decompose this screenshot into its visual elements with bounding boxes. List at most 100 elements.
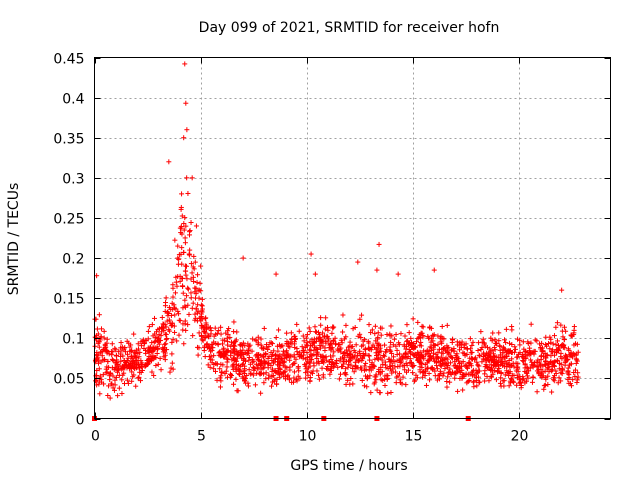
data-point bbox=[518, 382, 524, 388]
data-point bbox=[407, 349, 413, 355]
data-point bbox=[283, 349, 289, 355]
data-point bbox=[125, 355, 131, 361]
data-point bbox=[428, 325, 434, 331]
data-point-peak bbox=[184, 127, 190, 133]
data-point bbox=[440, 357, 446, 363]
data-point bbox=[479, 345, 485, 351]
data-point bbox=[359, 343, 365, 349]
data-point bbox=[107, 395, 113, 401]
data-point bbox=[568, 351, 574, 357]
data-point bbox=[332, 360, 338, 366]
data-point bbox=[172, 237, 178, 243]
data-point bbox=[329, 330, 335, 336]
data-point bbox=[361, 383, 367, 389]
data-point bbox=[489, 338, 495, 344]
data-point bbox=[205, 344, 211, 350]
data-point bbox=[207, 325, 213, 331]
data-point bbox=[375, 356, 381, 362]
data-point bbox=[532, 337, 538, 343]
data-point bbox=[265, 347, 271, 353]
data-point bbox=[246, 354, 252, 360]
data-point bbox=[483, 352, 489, 358]
data-point bbox=[476, 363, 482, 369]
data-point bbox=[469, 349, 475, 355]
data-point bbox=[376, 366, 382, 372]
data-point bbox=[310, 340, 316, 346]
data-point bbox=[462, 353, 468, 359]
data-point bbox=[543, 334, 549, 340]
data-point bbox=[471, 379, 477, 385]
data-point bbox=[530, 362, 536, 368]
data-point bbox=[301, 338, 307, 344]
data-point bbox=[112, 377, 118, 383]
data-point bbox=[187, 229, 193, 235]
data-point bbox=[430, 350, 436, 356]
data-point bbox=[539, 374, 545, 380]
data-point bbox=[553, 324, 559, 330]
data-point bbox=[240, 374, 246, 380]
data-point bbox=[277, 366, 283, 372]
data-point bbox=[506, 351, 512, 357]
data-point bbox=[507, 378, 513, 384]
data-point bbox=[343, 372, 349, 378]
data-point bbox=[177, 225, 183, 231]
data-point bbox=[287, 357, 293, 363]
data-point bbox=[224, 335, 230, 341]
data-point bbox=[410, 316, 416, 322]
data-point bbox=[188, 261, 194, 267]
data-point bbox=[517, 350, 523, 356]
x-tick-label: 5 bbox=[197, 429, 206, 445]
data-point bbox=[487, 353, 493, 359]
data-point bbox=[237, 372, 243, 378]
data-point bbox=[497, 380, 503, 386]
data-point bbox=[351, 347, 357, 353]
data-point bbox=[191, 253, 197, 259]
data-point bbox=[488, 354, 494, 360]
data-point bbox=[308, 343, 314, 349]
data-point bbox=[517, 342, 523, 348]
data-point bbox=[206, 354, 212, 360]
data-point bbox=[273, 352, 279, 358]
data-point bbox=[408, 359, 414, 365]
data-point bbox=[192, 259, 198, 265]
data-point bbox=[451, 346, 457, 352]
data-point bbox=[315, 335, 321, 341]
data-point bbox=[464, 380, 470, 386]
data-point bbox=[403, 382, 409, 388]
data-point bbox=[172, 290, 178, 296]
data-point bbox=[181, 221, 187, 227]
data-point bbox=[474, 369, 480, 375]
data-point bbox=[255, 366, 261, 372]
data-point bbox=[469, 342, 475, 348]
data-point bbox=[194, 318, 200, 324]
data-point bbox=[484, 363, 490, 369]
data-point bbox=[224, 359, 230, 365]
data-point bbox=[388, 339, 394, 345]
data-point bbox=[202, 354, 208, 360]
data-point bbox=[377, 390, 383, 396]
data-point bbox=[534, 368, 540, 374]
data-point bbox=[426, 371, 432, 377]
data-point bbox=[266, 372, 272, 378]
data-point bbox=[229, 339, 235, 345]
data-point bbox=[525, 375, 531, 381]
data-point bbox=[457, 347, 463, 353]
data-point bbox=[524, 373, 530, 379]
data-point bbox=[290, 379, 296, 385]
data-point bbox=[195, 272, 201, 278]
data-point bbox=[303, 335, 309, 341]
data-point bbox=[102, 341, 108, 347]
data-point bbox=[178, 251, 184, 257]
data-point bbox=[347, 357, 353, 363]
data-point bbox=[434, 366, 440, 372]
data-point bbox=[375, 330, 381, 336]
data-point bbox=[350, 365, 356, 371]
data-point bbox=[457, 340, 463, 346]
data-point bbox=[249, 348, 255, 354]
data-point bbox=[562, 345, 568, 351]
data-point bbox=[444, 364, 450, 370]
data-point bbox=[143, 350, 149, 356]
data-point bbox=[217, 375, 223, 381]
data-point bbox=[178, 206, 184, 212]
data-point bbox=[332, 341, 338, 347]
